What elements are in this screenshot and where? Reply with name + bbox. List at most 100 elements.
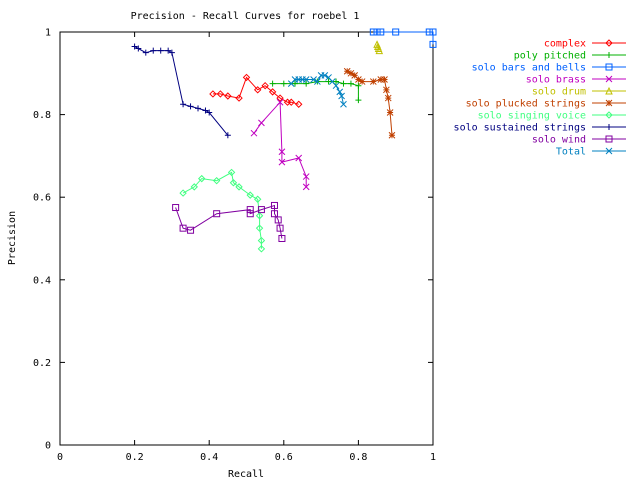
data-point [206,109,213,116]
data-point [270,210,278,218]
data-point [386,109,394,116]
series-layer [131,28,437,253]
data-point [338,92,345,100]
data-point [291,80,298,87]
x-tick-label: 0.6 [275,452,293,463]
legend-label: solo sustained strings [454,123,586,134]
legend-label: solo wind [532,135,586,146]
data-point [224,132,231,139]
data-point [276,98,284,106]
legend-label: poly pitched [514,51,586,62]
data-point [392,28,400,36]
plot-area-frame [59,31,434,446]
data-point [257,236,266,245]
data-point [229,179,238,187]
series-line-solo-wind [175,204,283,239]
y-tick-label: 0.8 [33,110,51,121]
data-point [358,78,366,85]
series-line-solo-brass [253,100,307,187]
legend-item-solo-bars-and-bells: solo bars and bells [472,63,626,74]
data-point [224,92,232,100]
legend-item-complex: complex [544,39,626,50]
data-point [314,78,321,85]
data-point [278,148,286,156]
legend-label: complex [544,39,586,50]
x-axis: 0 0.2 0.4 0.6 0.8 1 [57,32,436,463]
y-tick-label: 1 [45,28,51,39]
data-point [278,235,286,242]
data-point [332,82,340,90]
legend-item-solo-plucked-strings: solo plucked strings [466,99,626,110]
legend-marker [605,39,613,47]
data-point [276,224,284,232]
data-point [347,69,355,77]
legend-item-solo-wind: solo wind [532,135,626,146]
series-solo-brass [250,98,310,191]
x-tick-label: 0.8 [349,452,367,463]
data-point [212,176,221,185]
data-point [179,189,187,197]
data-point [340,100,347,108]
legend-marker [605,75,613,83]
data-point [429,28,437,36]
data-point [377,76,385,83]
data-point [246,191,254,199]
data-point [261,81,269,90]
data-point [168,49,175,56]
data-point [187,226,195,234]
series-solo-plucked-strings [343,67,396,139]
data-point [135,45,142,52]
legend-item-total: Total [556,147,626,158]
data-point [253,195,262,203]
data-point [343,67,351,75]
data-point [351,72,359,79]
data-point [303,80,310,87]
legend-marker [605,63,613,71]
legend-marker [606,124,612,130]
legend-marker [605,111,613,119]
data-point [202,107,209,114]
data-point [302,173,310,180]
data-point [258,119,265,127]
data-point [172,204,180,212]
legend-label: Total [556,147,586,158]
legend-label: solo bars and bells [472,63,586,74]
legend-marker [605,86,613,95]
data-point [369,78,377,85]
data-point [355,76,362,83]
data-point [179,224,187,232]
data-point [340,80,347,87]
data-point [180,101,187,108]
y-tick-label: 0 [45,441,51,452]
data-point [150,47,157,54]
data-point [381,76,388,83]
data-point [274,216,282,224]
series-solo-singing-voice [179,168,266,253]
data-point [278,158,286,166]
data-point [280,80,287,87]
data-point [347,80,354,87]
data-point [270,201,278,209]
data-point [255,212,264,220]
series-line-solo-sustained-strings [134,46,229,136]
data-point [383,86,390,94]
x-tick-label: 1 [430,452,436,463]
legend-item-solo-drum: solo drum [532,87,626,98]
data-point [325,78,332,85]
data-point [257,206,265,214]
data-point [235,183,243,191]
data-point [355,97,362,104]
legend-label: solo brass [526,75,586,86]
data-point [209,90,217,98]
data-point [321,72,329,79]
legend-label: solo drum [532,87,586,98]
series-solo-sustained-strings [131,43,231,139]
series-line-poly-pitched [272,81,359,101]
data-point [187,103,194,110]
data-point [388,131,396,139]
y-tick-label: 0.2 [33,358,51,369]
data-point [131,43,138,50]
legend-item-solo-brass: solo brass [526,75,626,86]
